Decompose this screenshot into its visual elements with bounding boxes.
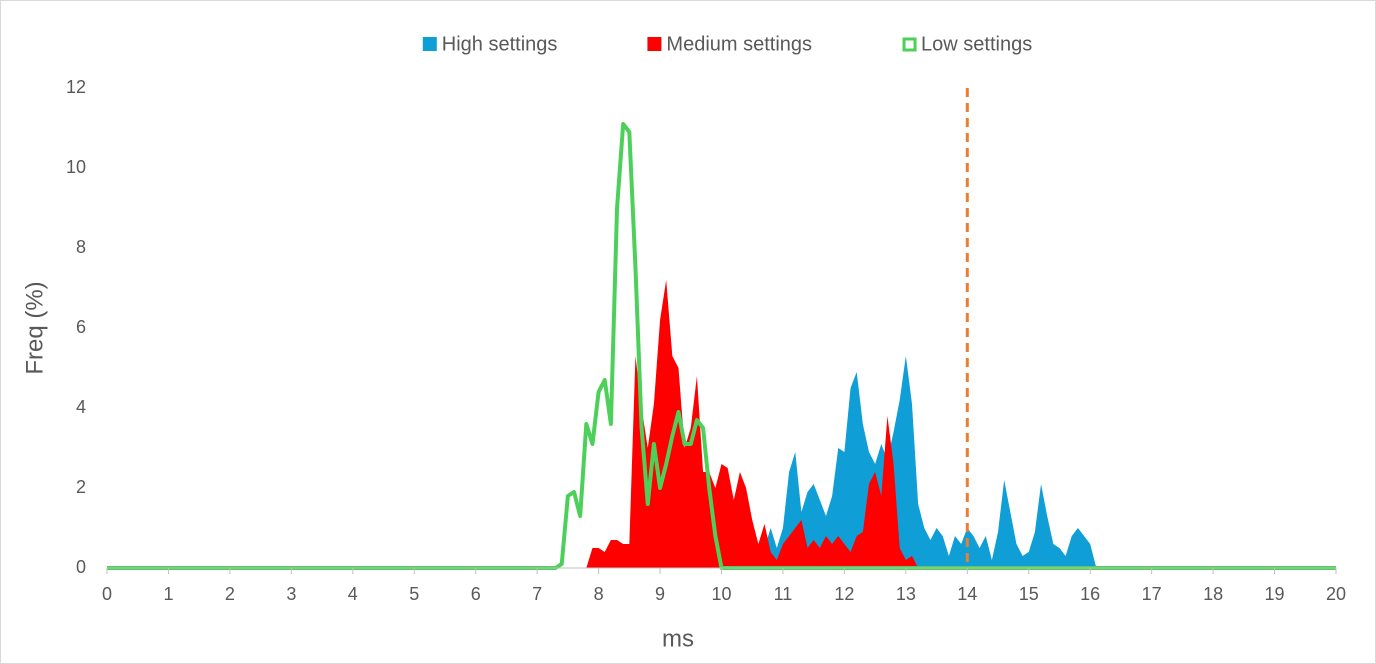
x-tick-label: 6 [471, 584, 481, 604]
x-axis-title: ms [662, 625, 694, 652]
legend-label: High settings [442, 33, 558, 55]
x-tick-label: 3 [286, 584, 296, 604]
legend-marker [422, 37, 437, 51]
x-tick-label: 14 [957, 584, 977, 604]
y-axis-title: Freq (%) [21, 281, 48, 374]
y-tick-label: 2 [76, 477, 86, 497]
x-tick-label: 20 [1326, 584, 1346, 604]
legend-marker [902, 37, 917, 52]
x-tick-label: 2 [225, 584, 235, 604]
x-tick-label: 11 [774, 584, 793, 604]
x-tick-label: 1 [163, 584, 173, 604]
y-tick-label: 6 [76, 317, 86, 337]
x-tick-label: 8 [594, 584, 604, 604]
x-tick-label: 4 [348, 584, 358, 604]
x-tick-label: 7 [532, 584, 542, 604]
legend: High settings Medium settings Low settings [422, 33, 1032, 55]
y-tick-label: 4 [76, 397, 86, 417]
x-tick-label: 13 [896, 584, 916, 604]
legend-marker [647, 37, 662, 51]
x-tick-label: 12 [834, 584, 854, 604]
x-tick-label: 0 [102, 584, 112, 604]
y-tick-label: 10 [66, 157, 86, 177]
area [107, 280, 1336, 568]
x-tick-label: 17 [1142, 584, 1162, 604]
x-tick-label: 15 [1019, 584, 1039, 604]
y-tick-label: 8 [76, 237, 86, 257]
x-tick-label: 5 [409, 584, 419, 604]
x-tick-label: 9 [655, 584, 665, 604]
x-tick-label: 18 [1203, 584, 1223, 604]
y-tick-label: 12 [66, 77, 86, 97]
x-tick-label: 19 [1265, 584, 1285, 604]
x-tick-label: 16 [1080, 584, 1100, 604]
legend-label: Medium settings [666, 33, 812, 55]
legend-label: Low settings [921, 33, 1032, 55]
x-tick-label: 10 [711, 584, 731, 604]
y-tick-label: 0 [76, 557, 86, 577]
